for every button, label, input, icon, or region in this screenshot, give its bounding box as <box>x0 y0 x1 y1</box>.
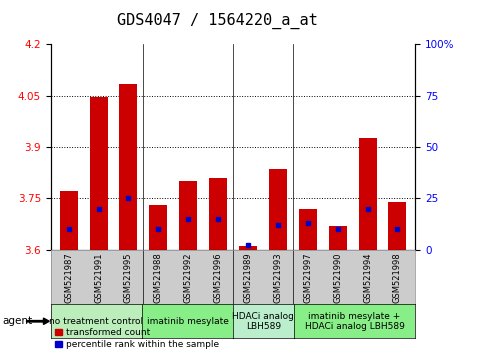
Text: GSM521990: GSM521990 <box>333 252 342 303</box>
Bar <box>60 192 78 250</box>
Text: GSM521997: GSM521997 <box>303 252 313 303</box>
Bar <box>269 169 287 250</box>
Text: HDACi analog
LBH589: HDACi analog LBH589 <box>232 312 294 331</box>
Bar <box>329 225 347 250</box>
Text: imatinib mesylate +
HDACi analog LBH589: imatinib mesylate + HDACi analog LBH589 <box>305 312 405 331</box>
Text: GSM521996: GSM521996 <box>213 252 223 303</box>
Bar <box>358 138 377 250</box>
Text: GSM521993: GSM521993 <box>273 252 283 303</box>
Text: GSM521988: GSM521988 <box>154 252 163 303</box>
Bar <box>388 202 406 250</box>
Bar <box>239 246 257 250</box>
Text: GSM521992: GSM521992 <box>184 252 193 303</box>
Text: GSM521998: GSM521998 <box>393 252 402 303</box>
Bar <box>89 97 108 250</box>
Text: GSM521995: GSM521995 <box>124 252 133 303</box>
Text: GDS4047 / 1564220_a_at: GDS4047 / 1564220_a_at <box>117 12 318 29</box>
Bar <box>179 181 197 250</box>
Bar <box>119 84 137 250</box>
Text: GSM521989: GSM521989 <box>243 252 253 303</box>
Bar <box>209 178 227 250</box>
Text: GSM521991: GSM521991 <box>94 252 103 303</box>
Text: no treatment control: no treatment control <box>49 317 143 326</box>
Bar <box>299 209 317 250</box>
Bar <box>149 205 167 250</box>
Text: agent: agent <box>2 316 32 326</box>
Text: GSM521987: GSM521987 <box>64 252 73 303</box>
Text: imatinib mesylate: imatinib mesylate <box>146 317 228 326</box>
Text: GSM521994: GSM521994 <box>363 252 372 303</box>
Legend: transformed count, percentile rank within the sample: transformed count, percentile rank withi… <box>55 329 219 349</box>
